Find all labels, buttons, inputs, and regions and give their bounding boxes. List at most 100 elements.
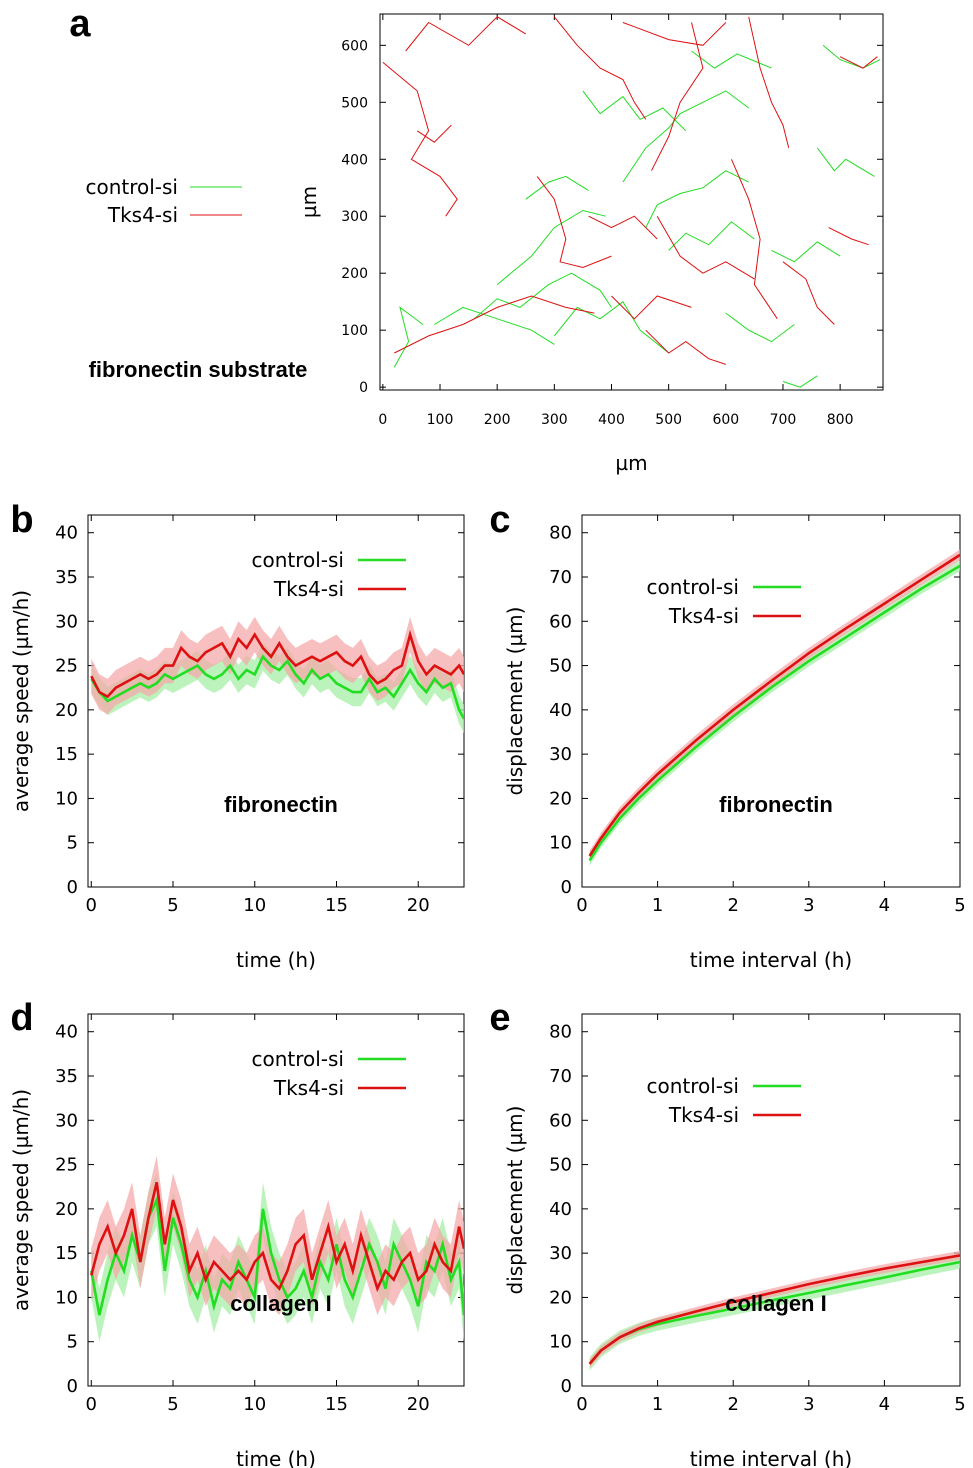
- y-tick-label: 0: [359, 380, 368, 396]
- y-tick-label: 30: [549, 1243, 572, 1264]
- x-tick-label: 2: [727, 1394, 738, 1415]
- x-tick-label: 200: [484, 412, 511, 428]
- trajectory-tks4: [782, 261, 835, 325]
- y-tick-label: 40: [55, 1022, 78, 1043]
- data-layer: [588, 1250, 960, 1371]
- y-tick-label: 60: [549, 611, 572, 632]
- y-tick-label: 5: [67, 1332, 78, 1353]
- trajectory-control: [725, 312, 795, 343]
- y-tick-label: 70: [549, 567, 572, 588]
- trajectory-tks4: [748, 16, 790, 149]
- trajectory-control: [473, 272, 612, 320]
- trajectory-tks4: [611, 295, 692, 320]
- annotation: fibronectin: [719, 792, 833, 817]
- y-tick-label: 35: [55, 567, 78, 588]
- trajectory-control: [782, 375, 818, 388]
- x-axis-label: time interval (h): [690, 948, 852, 972]
- legend: control-si Tks4-si: [85, 175, 242, 227]
- y-tick-label: 15: [55, 744, 78, 765]
- y-tick-label: 400: [341, 152, 368, 168]
- x-tick-label: 10: [243, 1394, 266, 1415]
- y-tick-label: 20: [55, 1199, 78, 1220]
- trajectory-control: [771, 241, 841, 263]
- legend-label: Tks4-si: [107, 203, 178, 227]
- plot-frame: [581, 1013, 961, 1387]
- x-tick-label: 3: [803, 895, 814, 916]
- x-tick-label: 4: [879, 1394, 890, 1415]
- trajectory-tks4: [382, 62, 458, 217]
- legend: control-si Tks4-si: [646, 575, 801, 628]
- y-tick-label: 80: [549, 523, 572, 544]
- y-tick-label: 40: [55, 523, 78, 544]
- confidence-band-control: [91, 1173, 464, 1342]
- y-tick-label: 20: [549, 1287, 572, 1308]
- x-tick-label: 0: [86, 1394, 97, 1415]
- panel-b: b 0 5 10 15 20 0 5 10 15 20 25 30 35 40 time (h) average…: [9, 499, 465, 972]
- y-tick-label: 25: [55, 656, 78, 677]
- y-tick-label: 35: [55, 1066, 78, 1087]
- y-tick-label: 25: [55, 1155, 78, 1176]
- x-tick-label: 20: [407, 895, 430, 916]
- x-tick-label: 1: [652, 895, 663, 916]
- trajectory-control: [582, 90, 687, 132]
- x-axis-label: time interval (h): [690, 1447, 852, 1468]
- confidence-band-tks4: [91, 1155, 464, 1316]
- x-tick-label: 3: [803, 1394, 814, 1415]
- y-tick-label: 20: [549, 788, 572, 809]
- plot-frame: [87, 514, 465, 888]
- x-tick-label: 2: [727, 895, 738, 916]
- trajectory-control: [553, 300, 670, 354]
- y-tick-label: 30: [55, 611, 78, 632]
- x-tick-label: 5: [954, 895, 965, 916]
- annotation: fibronectin: [224, 792, 338, 817]
- y-tick-label: 0: [561, 877, 572, 898]
- y-tick-label: 0: [67, 877, 78, 898]
- y-tick-label: 60: [549, 1110, 572, 1131]
- y-tick-label: 500: [341, 95, 368, 111]
- trajectory-control: [393, 306, 424, 368]
- trajectory-control: [822, 44, 881, 69]
- trajectory-control: [434, 306, 555, 345]
- trajectory-control: [496, 209, 606, 285]
- trajectories: [382, 16, 881, 388]
- trajectory-control: [622, 90, 749, 183]
- trajectory-tks4: [553, 16, 647, 120]
- y-tick-label: 15: [55, 1243, 78, 1264]
- panel-letter: d: [10, 997, 33, 1039]
- series-line-control: [90, 1195, 464, 1316]
- y-tick-label: 30: [55, 1110, 78, 1131]
- y-tick-label: 50: [549, 656, 572, 677]
- y-tick-label: 10: [549, 1332, 572, 1353]
- y-tick-label: 600: [341, 38, 368, 54]
- trajectory-tks4: [839, 56, 878, 69]
- trajectory-tks4: [828, 227, 869, 246]
- y-tick-label: 80: [549, 1022, 572, 1043]
- confidence-band-tks4: [589, 549, 960, 862]
- y-tick-label: 10: [55, 788, 78, 809]
- x-tick-label: 800: [827, 412, 854, 428]
- panel-letter: c: [489, 499, 510, 541]
- x-tick-label: 5: [167, 1394, 178, 1415]
- data-layer: [90, 616, 464, 733]
- panel-letter: e: [489, 997, 510, 1039]
- series-line-control: [90, 654, 464, 720]
- panel-letter: a: [69, 3, 91, 45]
- x-tick-label: 5: [954, 1394, 965, 1415]
- x-tick-label: 4: [879, 895, 890, 916]
- y-tick-label: 40: [549, 1199, 572, 1220]
- x-tick-label: 15: [325, 895, 348, 916]
- trajectory-tks4: [645, 329, 726, 365]
- data-layer: [90, 1155, 464, 1342]
- trajectory-tks4: [536, 176, 612, 269]
- y-tick-label: 50: [549, 1155, 572, 1176]
- trajectory-control: [691, 50, 772, 69]
- trajectory-tks4: [405, 16, 527, 52]
- x-tick-label: 0: [378, 412, 387, 428]
- x-tick-label: 0: [86, 895, 97, 916]
- legend-label: Tks4-si: [273, 577, 344, 601]
- y-tick-label: 40: [549, 700, 572, 721]
- series-line-tks4: [588, 553, 960, 857]
- annotation: collagen I: [230, 1291, 331, 1316]
- panel-a: a 0 100 200 300 400 500 600 700 800 0 100 200 300 400 5…: [69, 3, 884, 475]
